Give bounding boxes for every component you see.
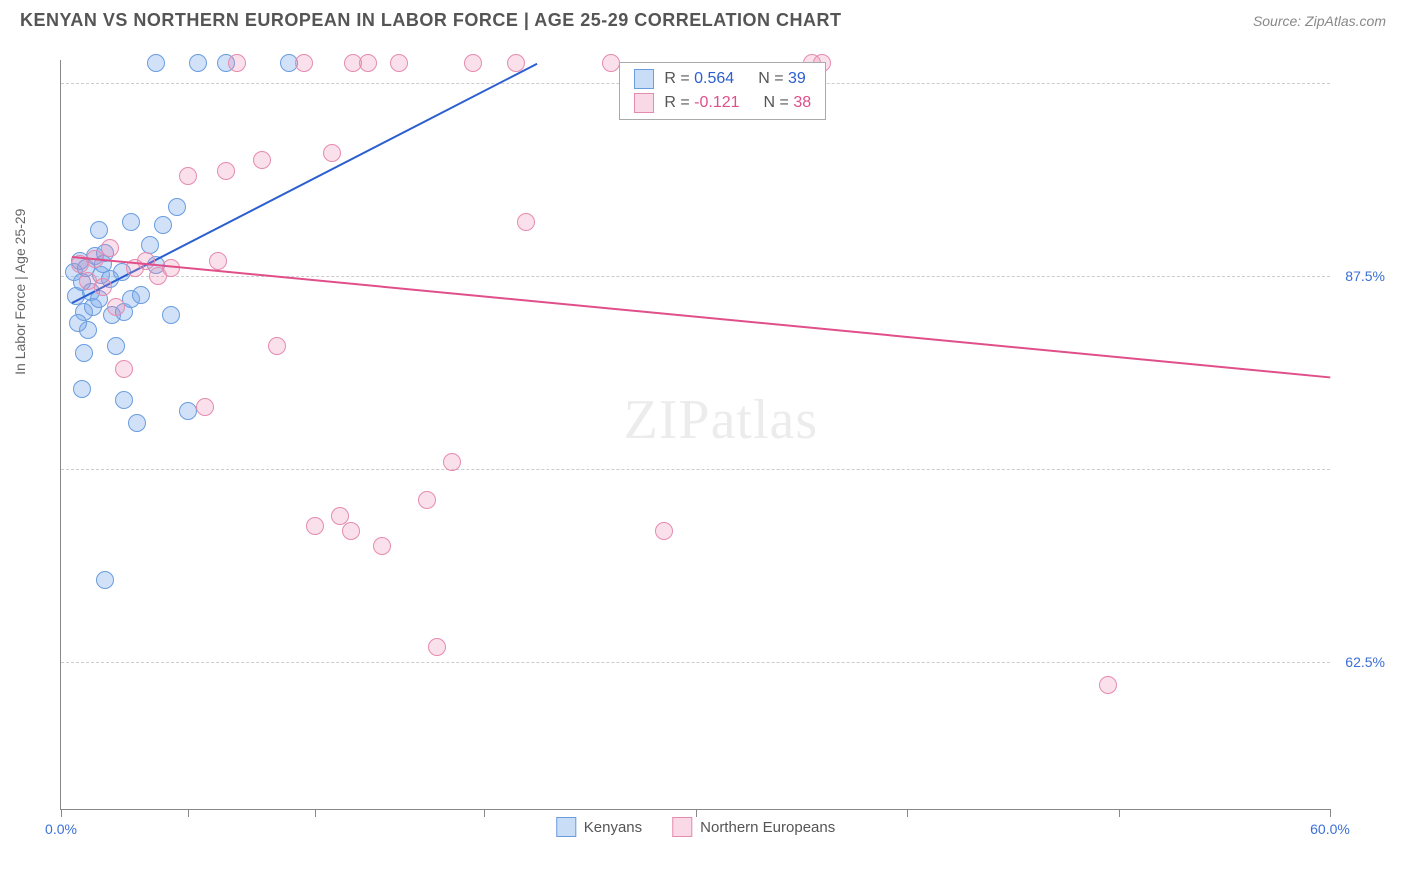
scatter-point: [209, 252, 227, 270]
x-tick: [315, 809, 316, 817]
scatter-point: [253, 151, 271, 169]
gridline: [61, 662, 1330, 663]
legend-label: Kenyans: [584, 819, 642, 836]
stat-r: R = -0.121: [664, 94, 739, 112]
stats-row: R = -0.121 N = 38: [634, 91, 811, 115]
scatter-point: [154, 216, 172, 234]
watermark-zip: ZIP: [624, 389, 711, 451]
scatter-point: [1099, 676, 1117, 694]
scatter-point: [147, 54, 165, 72]
scatter-point: [96, 571, 114, 589]
legend-swatch: [634, 69, 654, 89]
scatter-point: [443, 453, 461, 471]
scatter-point: [196, 398, 214, 416]
scatter-point: [115, 391, 133, 409]
gridline: [61, 469, 1330, 470]
scatter-point: [168, 198, 186, 216]
scatter-point: [517, 213, 535, 231]
scatter-point: [295, 54, 313, 72]
scatter-point: [655, 522, 673, 540]
legend-item: Northern Europeans: [672, 817, 835, 837]
chart-title: KENYAN VS NORTHERN EUROPEAN IN LABOR FOR…: [20, 10, 841, 31]
scatter-point: [115, 360, 133, 378]
legend-label: Northern Europeans: [700, 819, 835, 836]
x-tick: [1330, 809, 1331, 817]
scatter-point: [162, 306, 180, 324]
scatter-point: [101, 239, 119, 257]
scatter-point: [179, 402, 197, 420]
x-tick: [696, 809, 697, 817]
scatter-point: [189, 54, 207, 72]
watermark-atlas: atlas: [711, 389, 819, 451]
scatter-point: [107, 337, 125, 355]
scatter-point: [359, 54, 377, 72]
legend-swatch: [672, 817, 692, 837]
stats-box: R = 0.564 N = 39 R = -0.121 N = 38: [619, 62, 826, 120]
scatter-point: [373, 537, 391, 555]
stat-r: R = 0.564: [664, 70, 734, 88]
scatter-point: [137, 252, 155, 270]
chart-source: Source: ZipAtlas.com: [1253, 13, 1386, 29]
scatter-point: [94, 278, 112, 296]
scatter-point: [128, 414, 146, 432]
x-tick: [907, 809, 908, 817]
x-tick: [484, 809, 485, 817]
gridline: [61, 276, 1330, 277]
legend-swatch: [634, 93, 654, 113]
scatter-point: [306, 517, 324, 535]
scatter-point: [132, 286, 150, 304]
scatter-point: [602, 54, 620, 72]
stat-n: N = 39: [758, 70, 806, 88]
scatter-point: [228, 54, 246, 72]
bottom-legend: Kenyans Northern Europeans: [556, 817, 835, 837]
y-tick-label: 87.5%: [1345, 268, 1385, 284]
scatter-point: [217, 162, 235, 180]
scatter-point: [122, 213, 140, 231]
legend-item: Kenyans: [556, 817, 642, 837]
x-tick: [188, 809, 189, 817]
scatter-point: [268, 337, 286, 355]
scatter-point: [90, 221, 108, 239]
scatter-point: [73, 380, 91, 398]
chart-header: KENYAN VS NORTHERN EUROPEAN IN LABOR FOR…: [0, 0, 1406, 39]
scatter-point: [162, 259, 180, 277]
scatter-point: [69, 314, 87, 332]
x-tick-label: 0.0%: [45, 821, 77, 837]
stat-n: N = 38: [764, 94, 812, 112]
stats-row: R = 0.564 N = 39: [634, 67, 811, 91]
scatter-point: [507, 54, 525, 72]
legend-swatch: [556, 817, 576, 837]
trend-line: [71, 256, 1330, 378]
scatter-point: [418, 491, 436, 509]
x-tick: [61, 809, 62, 817]
watermark: ZIPatlas: [624, 388, 819, 452]
y-tick-label: 62.5%: [1345, 654, 1385, 670]
scatter-point: [342, 522, 360, 540]
scatter-point: [428, 638, 446, 656]
x-tick-label: 60.0%: [1310, 821, 1350, 837]
chart-container: In Labor Force | Age 25-29 ZIPatlas 62.5…: [30, 60, 1390, 840]
scatter-point: [107, 298, 125, 316]
plot-area: ZIPatlas 62.5%87.5%0.0%60.0%R = 0.564N =…: [60, 60, 1330, 810]
scatter-point: [179, 167, 197, 185]
scatter-point: [464, 54, 482, 72]
scatter-point: [323, 144, 341, 162]
scatter-point: [390, 54, 408, 72]
y-axis-label: In Labor Force | Age 25-29: [12, 209, 28, 375]
x-tick: [1119, 809, 1120, 817]
scatter-point: [75, 344, 93, 362]
